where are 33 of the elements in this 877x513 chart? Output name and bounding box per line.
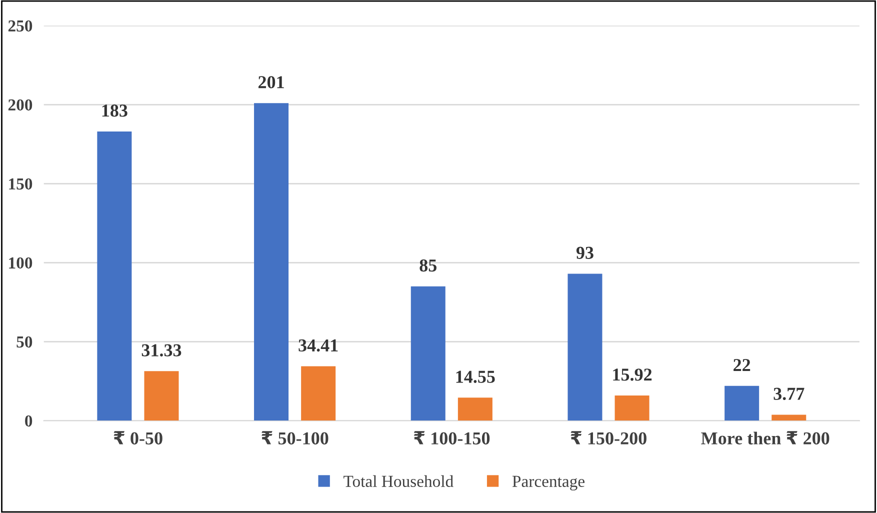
data-label: 15.92 <box>613 368 652 381</box>
data-label: 201 <box>258 76 284 88</box>
y-tick-label: 100 <box>9 257 32 269</box>
bar <box>254 103 289 421</box>
bar <box>724 386 760 421</box>
bar <box>410 286 446 421</box>
data-label: 31.33 <box>142 344 182 356</box>
data-label: 34.41 <box>298 339 338 352</box>
legend-label: Parcentage <box>512 476 584 490</box>
legend-label: Total Household <box>344 475 454 487</box>
data-label: 85 <box>420 259 436 272</box>
x-tick-label: ₹ 0-50 <box>114 431 162 444</box>
x-tick-label: ₹ 150-200 <box>570 431 646 444</box>
data-label: 22 <box>734 358 750 371</box>
data-label: 14.55 <box>456 370 495 383</box>
x-tick-label: ₹ 50-100 <box>262 431 328 444</box>
bar <box>97 132 132 421</box>
y-tick-label: 150 <box>9 178 32 190</box>
y-tick-label: 0 <box>25 415 32 427</box>
bar <box>144 371 179 421</box>
bar <box>568 274 602 421</box>
bar <box>301 366 336 421</box>
y-tick-label: 200 <box>8 99 32 111</box>
data-label: 3.77 <box>774 388 804 400</box>
y-tick-label: 50 <box>16 336 32 348</box>
data-label: 93 <box>576 246 594 259</box>
x-tick-label: More then ₹ 200 <box>701 431 830 444</box>
y-tick-label: 250 <box>8 20 32 32</box>
bar <box>614 396 650 421</box>
bar <box>458 398 492 421</box>
data-label: 183 <box>102 104 128 117</box>
x-tick-label: ₹ 100-150 <box>414 431 490 444</box>
bar <box>772 414 806 421</box>
